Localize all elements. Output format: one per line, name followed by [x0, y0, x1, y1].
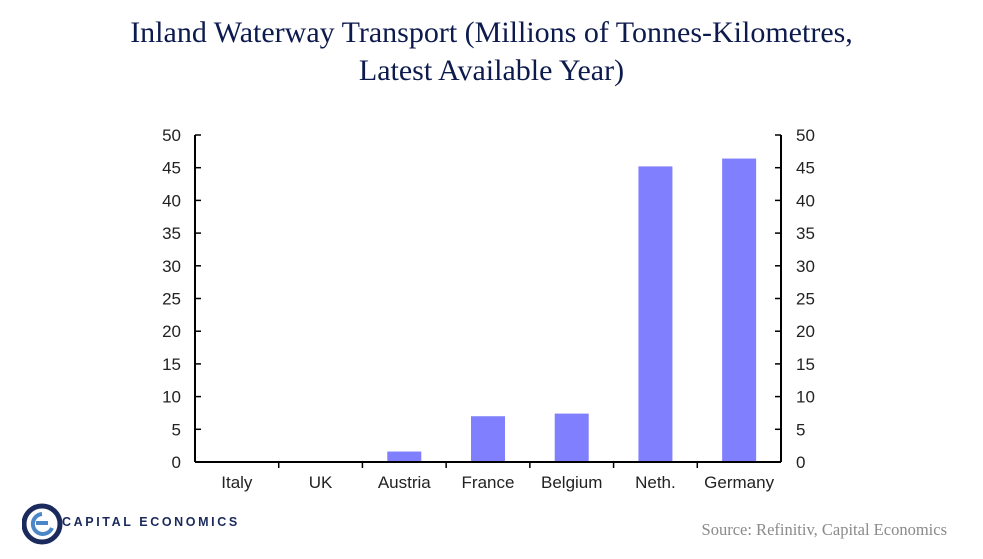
y-tick-label-left: 20 [162, 322, 181, 341]
y-tick-label-left: 30 [162, 257, 181, 276]
y-tick-label-left: 40 [162, 191, 181, 210]
x-tick-label: Austria [378, 473, 431, 492]
y-tick-label-left: 5 [172, 420, 181, 439]
x-tick-label: Neth. [635, 473, 676, 492]
y-tick-label-right: 10 [796, 388, 815, 407]
x-tick-label: France [462, 473, 515, 492]
y-tick-label-right: 5 [796, 420, 805, 439]
y-tick-label-left: 50 [162, 126, 181, 145]
y-tick-label-left: 35 [162, 224, 181, 243]
chart-title-line-1: Inland Waterway Transport (Millions of T… [130, 16, 853, 49]
y-tick-label-right: 0 [796, 453, 805, 472]
bar-chart: 0 0 5 5 10 10 15 15 20 20 25 25 30 30 35 35 40 40 45 45 50 50… [162, 126, 815, 492]
y-tick-label-left: 0 [172, 453, 181, 472]
y-tick-label-left: 25 [162, 290, 181, 309]
x-tick-label: Belgium [541, 473, 602, 492]
y-tick-label-right: 30 [796, 257, 815, 276]
bar-neth [638, 166, 673, 462]
capital-economics-logo-icon [22, 503, 63, 545]
bar-france [471, 416, 505, 462]
y-tick-label-right: 20 [796, 322, 815, 341]
logo-text: CAPITAL ECONOMICS [62, 515, 240, 529]
y-tick-label-right: 25 [796, 290, 815, 309]
x-tick-label: Italy [221, 473, 253, 492]
y-tick-label-right: 15 [796, 355, 815, 374]
y-tick-label-right: 45 [796, 159, 815, 178]
y-tick-label-left: 45 [162, 159, 181, 178]
y-tick-label-right: 50 [796, 126, 815, 145]
x-tick-label: UK [309, 473, 333, 492]
x-tick-label: Germany [704, 473, 774, 492]
source-note: Source: Refinitiv, Capital Economics [701, 520, 947, 539]
chart-title-line-2: Latest Available Year) [358, 54, 625, 87]
bar-austria [387, 451, 422, 462]
y-tick-label-right: 35 [796, 224, 815, 243]
y-tick-label-left: 10 [162, 388, 181, 407]
chart-title: Inland Waterway Transport (Millions of T… [0, 14, 983, 90]
y-tick-label-left: 15 [162, 355, 181, 374]
bar-germany [722, 158, 757, 462]
bar-belgium [554, 413, 589, 462]
y-tick-label-right: 40 [796, 191, 815, 210]
